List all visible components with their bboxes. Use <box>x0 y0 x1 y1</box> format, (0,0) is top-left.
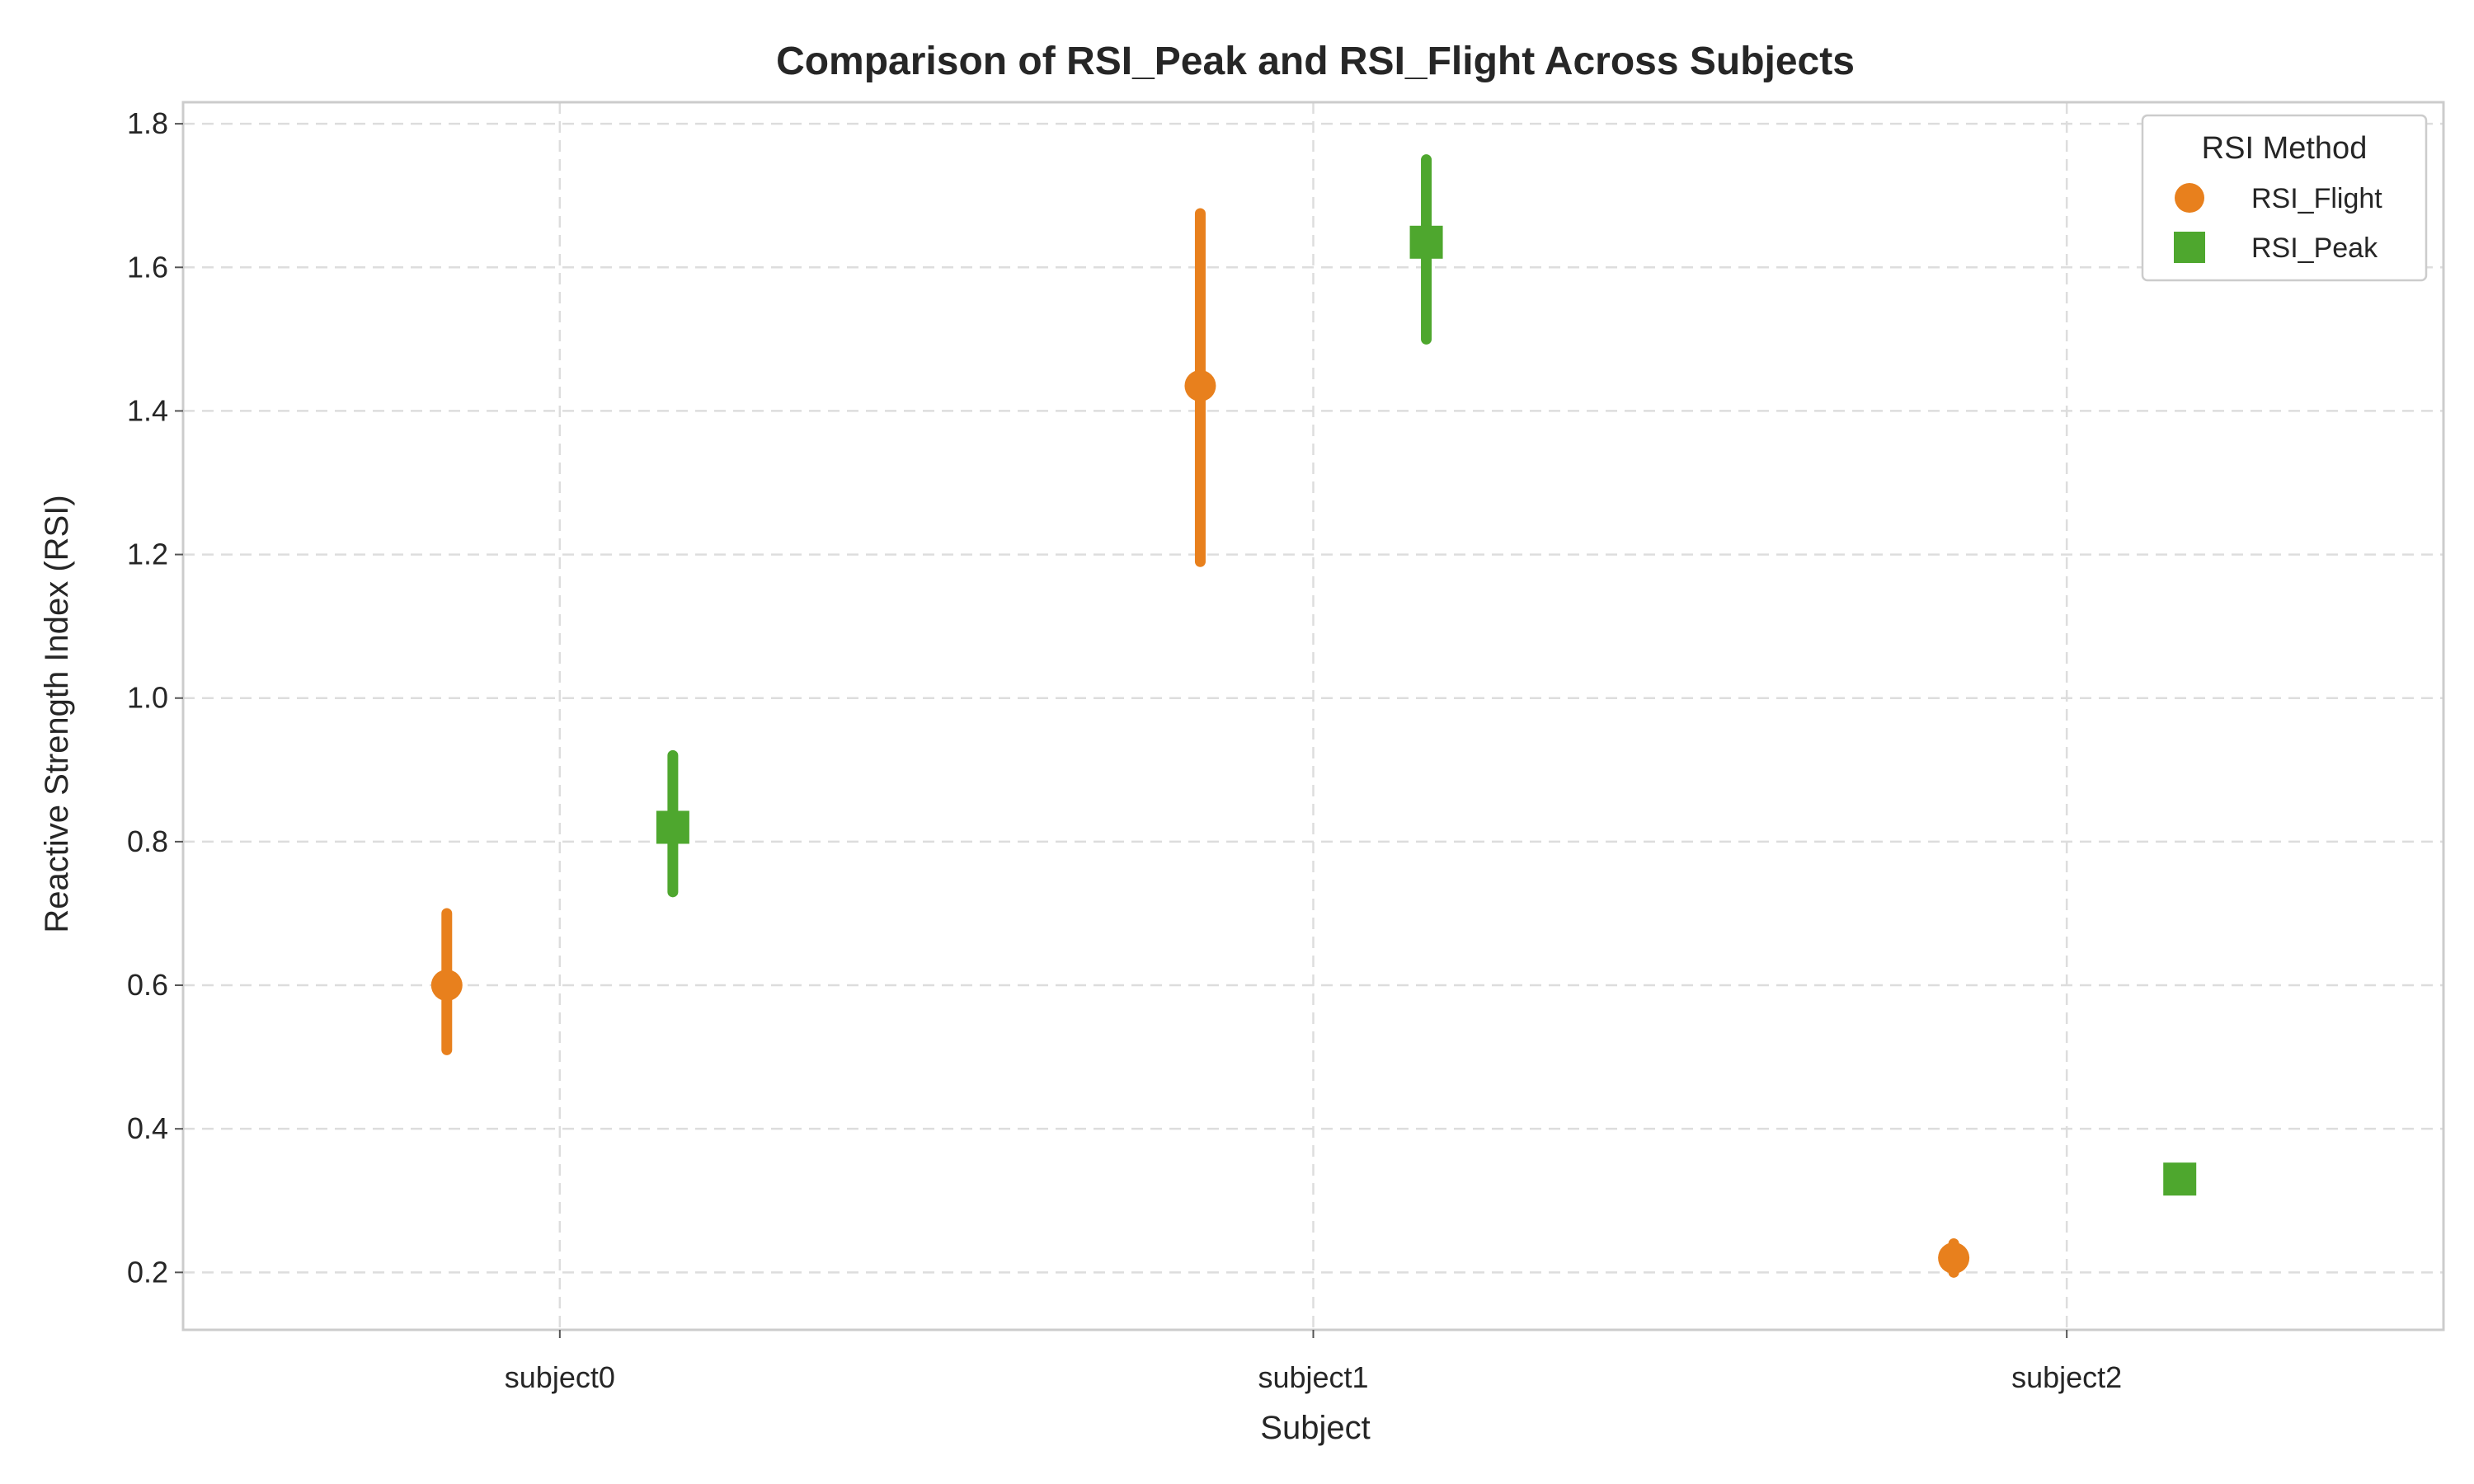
data-point-circle <box>430 970 463 1002</box>
y-tick-label: 0.2 <box>127 1255 168 1289</box>
y-tick-label: 0.4 <box>127 1111 168 1145</box>
grid-lines <box>183 102 2443 1330</box>
data-point-circle <box>1938 1242 1970 1274</box>
series-rsi-flight <box>430 208 1970 1278</box>
y-tick-label: 1.0 <box>127 681 168 715</box>
legend-label: RSI_Peak <box>2251 232 2378 264</box>
x-tick-label: subject0 <box>505 1360 615 1394</box>
legend: RSI Method RSI_Flight RSI_Peak <box>2141 114 2428 282</box>
x-tick-label: subject1 <box>1258 1360 1368 1394</box>
data-series <box>430 154 2197 1278</box>
y-tick-label: 1.6 <box>127 250 168 284</box>
legend-entries: RSI_Flight RSI_Peak <box>2174 183 2382 264</box>
y-tick-label: 1.4 <box>127 393 168 427</box>
x-tick-label: subject2 <box>2011 1360 2122 1394</box>
y-tick-label: 0.6 <box>127 968 168 1002</box>
series-rsi-peak <box>656 154 2197 1196</box>
legend-marker-square <box>2174 232 2205 263</box>
y-tick-label: 0.8 <box>127 824 168 858</box>
legend-label: RSI_Flight <box>2251 183 2382 214</box>
legend-marker-circle <box>2175 183 2204 213</box>
chart-title: Comparison of RSI_Peak and RSI_Flight Ac… <box>776 40 1855 83</box>
axis-ticks: 0.2 0.4 0.6 0.8 1.0 1.2 1.4 1.6 1.8 subject0 subje… <box>127 106 2122 1394</box>
data-point-circle <box>1184 369 1216 402</box>
data-point-square <box>656 810 689 844</box>
data-point-square <box>1409 225 1443 259</box>
legend-title: RSI Method <box>2202 131 2368 166</box>
y-tick-label: 1.8 <box>127 106 168 140</box>
x-axis-label: Subject <box>1260 1410 1370 1446</box>
y-axis-label: Reactive Strength Index (RSI) <box>39 495 75 932</box>
legend-box <box>2141 114 2428 282</box>
data-point-square <box>2163 1162 2197 1196</box>
y-tick-label: 1.2 <box>127 538 168 571</box>
